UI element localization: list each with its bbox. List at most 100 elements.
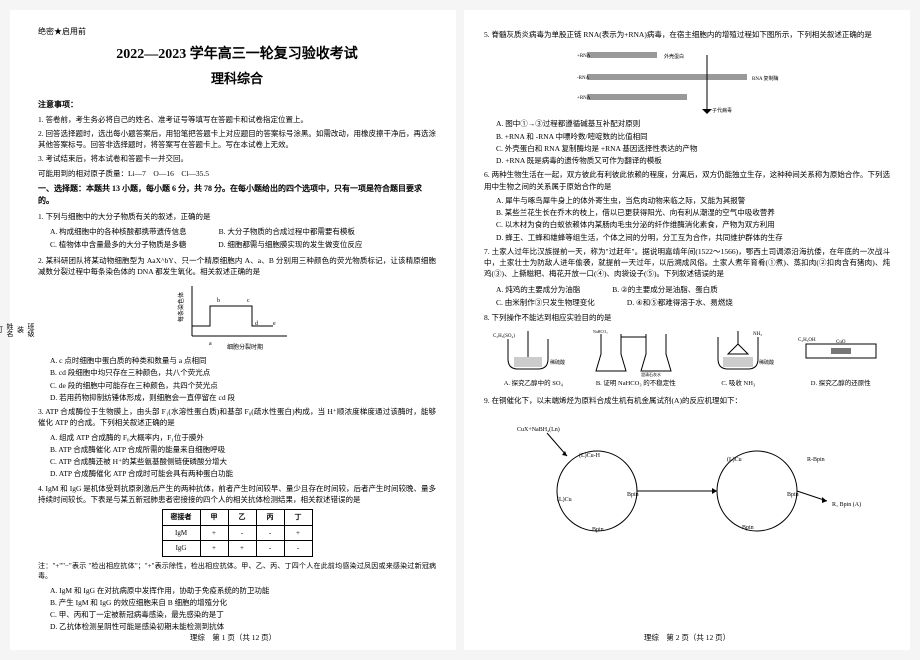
th2: 乙 bbox=[228, 510, 256, 526]
page-2: 5. 脊髓灰质炎病毒为单股正链 RNA(表示为+RNA)病毒，在宿主细胞内的增殖… bbox=[464, 10, 910, 650]
app-a-label: A. 探究乙醇中的 SO₄ bbox=[504, 379, 563, 389]
r00: IgM bbox=[162, 525, 200, 541]
svg-text:NH₃: NH₃ bbox=[753, 332, 762, 337]
q6-stem: 6. 两种生物生活在一起，双方彼此有利彼此依赖的程度，分离后，双方仍能独立生存，… bbox=[484, 169, 890, 192]
th1: 甲 bbox=[200, 510, 228, 526]
r02: - bbox=[228, 525, 256, 541]
rel-mass: 可能用到的相对原子质量：Li—7 O—16 Cl—35.5 bbox=[38, 168, 436, 179]
svg-text:-RNA: -RNA bbox=[577, 76, 590, 81]
svg-text:RNA 复制酶: RNA 复制酶 bbox=[752, 75, 779, 82]
q4-d: D. 乙抗体检测呈阴性可能是感染初期未能检测到抗体 bbox=[50, 621, 436, 632]
q4-table: 密接者甲乙丙丁 IgM+--+ IgG++-- bbox=[162, 509, 313, 557]
q3-a: A. 组成 ATP 合成酶的 F₀大概率内，F₁位于膜外 bbox=[50, 432, 436, 443]
svg-text:R-Bpin: R-Bpin bbox=[807, 457, 825, 463]
svg-text:a: a bbox=[209, 341, 212, 347]
exam-title: 2022—2023 学年高三一轮复习验收考试 bbox=[38, 44, 436, 65]
q6-d: D. 蜂王、工蜂和雄蜂等组生活，个体之间的分明，分工互为合作，共同维护群体的生存 bbox=[496, 232, 890, 243]
th0: 密接者 bbox=[162, 510, 200, 526]
q8-stem: 8. 下列操作不能达到相应实验目的的是 bbox=[484, 312, 890, 323]
svg-text:b: b bbox=[217, 298, 220, 304]
q6-b: B. 某些兰花生长在乔木的枝上，借以已更获得阳光、向有利从潮湿的空气中吸收营养 bbox=[496, 207, 890, 218]
q5-d: D. +RNA 既是病毒的遗传物质又可作为翻译的模板 bbox=[496, 155, 890, 166]
q9-stem: 9. 在铜催化下，以末端烯烃为原料合成生机有机金属试剂(A)的反应机理如下： bbox=[484, 395, 890, 406]
svg-text:(L)Cu: (L)Cu bbox=[727, 456, 742, 463]
section-a: 一、选择题：本题共 13 小题，每小题 6 分，共 78 分。在每小题给出的四个… bbox=[38, 183, 436, 207]
q1-d: D. 细胞都需与细胞膜实现的发生做变位反应 bbox=[218, 239, 362, 250]
bind-mark-1: 装 bbox=[15, 326, 26, 333]
app-b-label: B. 证明 NaHCO₃ 的不稳定性 bbox=[596, 379, 676, 389]
q2-c: C. de 段的细胞中可能存在三种颜色，共四个荧光点 bbox=[50, 380, 436, 391]
q8-apparatus-row: C₂H₅(SO₄) 稀硫酸 A. 探究乙醇中的 SO₄ NaHCO₃ 澄清石灰水 B… bbox=[484, 329, 890, 389]
notice-label: 注意事项： bbox=[38, 99, 436, 111]
app-b: NaHCO₃ 澄清石灰水 B. 证明 NaHCO₃ 的不稳定性 bbox=[591, 329, 681, 389]
svg-text:澄清石灰水: 澄清石灰水 bbox=[641, 371, 661, 377]
q4-a: A. IgM 和 IgG 在对抗病原中发挥作用，协助于免疫系统的防卫功能 bbox=[50, 585, 436, 596]
bind-mark-2: 订 bbox=[0, 326, 5, 333]
svg-text:C₂H₅(SO₄): C₂H₅(SO₄) bbox=[493, 334, 515, 339]
q2-d: D. 若用药物抑制纺锤体形成，则细胞会一直停留在 cd 段 bbox=[50, 392, 436, 403]
footer-1: 理综 第 1 页（共 12 页） bbox=[10, 632, 456, 643]
svg-text:子代病毒: 子代病毒 bbox=[712, 107, 732, 114]
app-d-label: D. 探究乙醇的还原性 bbox=[811, 379, 871, 389]
svg-text:(L)Cu-H: (L)Cu-H bbox=[579, 452, 601, 459]
svg-text:(L)Cu: (L)Cu bbox=[557, 496, 572, 503]
footer-2: 理综 第 2 页（共 12 页） bbox=[464, 632, 910, 643]
q4-note: 注："+""−"表示 "检出相应抗体"；"+"表示除性，检出相应抗体。甲、乙、丙… bbox=[38, 561, 436, 582]
svg-text:稀硫酸: 稀硫酸 bbox=[759, 359, 774, 366]
q6-a: A. 犀牛与啄鸟犀牛身上的体外寄生虫，当危肉动物来临之际，又能为其报警 bbox=[496, 195, 890, 206]
svg-text:稀硫酸: 稀硫酸 bbox=[550, 359, 565, 366]
app-a: C₂H₅(SO₄) 稀硫酸 A. 探究乙醇中的 SO₄ bbox=[488, 329, 578, 389]
q4-b: B. 产生 IgM 和 IgG 的效应细胞来自 B 细胞的增殖分化 bbox=[50, 597, 436, 608]
svg-text:每条染色体: 每条染色体 bbox=[177, 292, 185, 322]
q2-a: A. c 点时细胞中蛋白质的种类和数量与 a 点相同 bbox=[50, 355, 436, 366]
note-2: 2. 回答选择题时，选出每小题答案后，用铅笔把答题卡上对应题目的答案标号涂黑。如… bbox=[38, 128, 436, 151]
q2-b: B. cd 段细胞中均只存在三种颜色，共八个荧光点 bbox=[50, 367, 436, 378]
r04: + bbox=[284, 525, 312, 541]
note-3: 3. 考试结束后，将本试卷和答题卡一并交回。 bbox=[38, 153, 436, 164]
q2-chart: ab cd e 每条染色体 细胞分裂时期 bbox=[38, 281, 436, 351]
r11: + bbox=[200, 541, 228, 557]
svg-text:Bpin: Bpin bbox=[787, 492, 799, 498]
app-c: NH₃稀硫酸 C. 吸收 NH₃ bbox=[693, 329, 783, 389]
svg-text:+RNA: +RNA bbox=[577, 96, 591, 101]
field-class: 班级 bbox=[26, 323, 37, 337]
svg-text:C₂H₅OH: C₂H₅OH bbox=[798, 338, 816, 343]
q2-stem: 2. 某科研团队将某动物细胞型为 AaX^bY、只一个精原细胞内 A、a、B 分… bbox=[38, 255, 436, 278]
q3-d: D. ATP 合成酶催化 ATP 合成时可能会具有两种蛋白功能 bbox=[50, 468, 436, 479]
r03: - bbox=[256, 525, 284, 541]
q6-c: C. 以木材为食的白蚁依赖体内某肠肉毛虫分泌的纤作维酶消化素食，产物为双方利用 bbox=[496, 219, 890, 230]
q1-c: C. 植物体中含量最多的大分子物质是多糖 bbox=[50, 239, 186, 250]
r01: + bbox=[200, 525, 228, 541]
svg-text:c: c bbox=[247, 298, 250, 304]
q1-stem: 1. 下列与细胞中的大分子物质有关的叙述，正确的是 bbox=[38, 211, 436, 222]
q5-a: A. 图中①→③过程都遵循碱基互补配对原则 bbox=[496, 118, 890, 129]
q7-b: B. ②的主要成分是油脂、蛋白质 bbox=[612, 284, 717, 295]
svg-text:外壳蛋白: 外壳蛋白 bbox=[664, 53, 684, 60]
app-d: C₂H₅OH CuO D. 探究乙醇的还原性 bbox=[796, 329, 886, 389]
field-name: 姓名 bbox=[5, 323, 16, 337]
q7-d: D. ④和⑤都难得溶于水、易燃烧 bbox=[627, 297, 733, 308]
r12: + bbox=[228, 541, 256, 557]
svg-text:细胞分裂时期: 细胞分裂时期 bbox=[227, 343, 263, 351]
r10: IgG bbox=[162, 541, 200, 557]
svg-text:d: d bbox=[255, 321, 258, 327]
q1-b: B. 大分子物质的合成过程中都需要有模板 bbox=[219, 226, 355, 237]
q4-c: C. 甲、丙和丁一定被新冠病毒感染，最先感染的是丁 bbox=[50, 609, 436, 620]
svg-text:R₁ Bpin (A): R₁ Bpin (A) bbox=[832, 501, 861, 508]
r13: - bbox=[256, 541, 284, 557]
q7-a: A. 炖鸡的主要成分为油脂 bbox=[496, 284, 580, 295]
svg-text:+RNA: +RNA bbox=[577, 54, 591, 59]
q3-b: B. ATP 合成酶催化 ATP 合成所需的能量来自细胞呼吸 bbox=[50, 444, 436, 455]
svg-text:CuO: CuO bbox=[836, 340, 846, 345]
svg-text:Bpin: Bpin bbox=[592, 527, 604, 533]
th3: 丙 bbox=[256, 510, 284, 526]
svg-text:NaHCO₃: NaHCO₃ bbox=[593, 329, 608, 334]
svg-text:CuX+NaBH₄(Ln): CuX+NaBH₄(Ln) bbox=[517, 426, 560, 433]
q5-diagram: 外壳蛋白 RNA 复制酶 +RNA -RNA +RNA 子代病毒 bbox=[577, 44, 797, 114]
secret-label: 绝密★启用前 bbox=[38, 26, 436, 38]
q3-c: C. ATP 合成酶还被 H⁺的某些氨基酸侧链使磷酸分增大 bbox=[50, 456, 436, 467]
q9-cycle: CuX+NaBH₄(Ln) (L)Cu-H (L)Cu Bpin Bpin (L… bbox=[497, 411, 877, 561]
q4-stem: 4. IgM 和 IgG 是机体受到抗原刺激后产生的两种抗体，前者产生时间较早、… bbox=[38, 483, 436, 506]
r14: - bbox=[284, 541, 312, 557]
binding-margin: 班级 装 姓名 订 准考证号 线 考场号 座位号 bbox=[16, 30, 36, 630]
